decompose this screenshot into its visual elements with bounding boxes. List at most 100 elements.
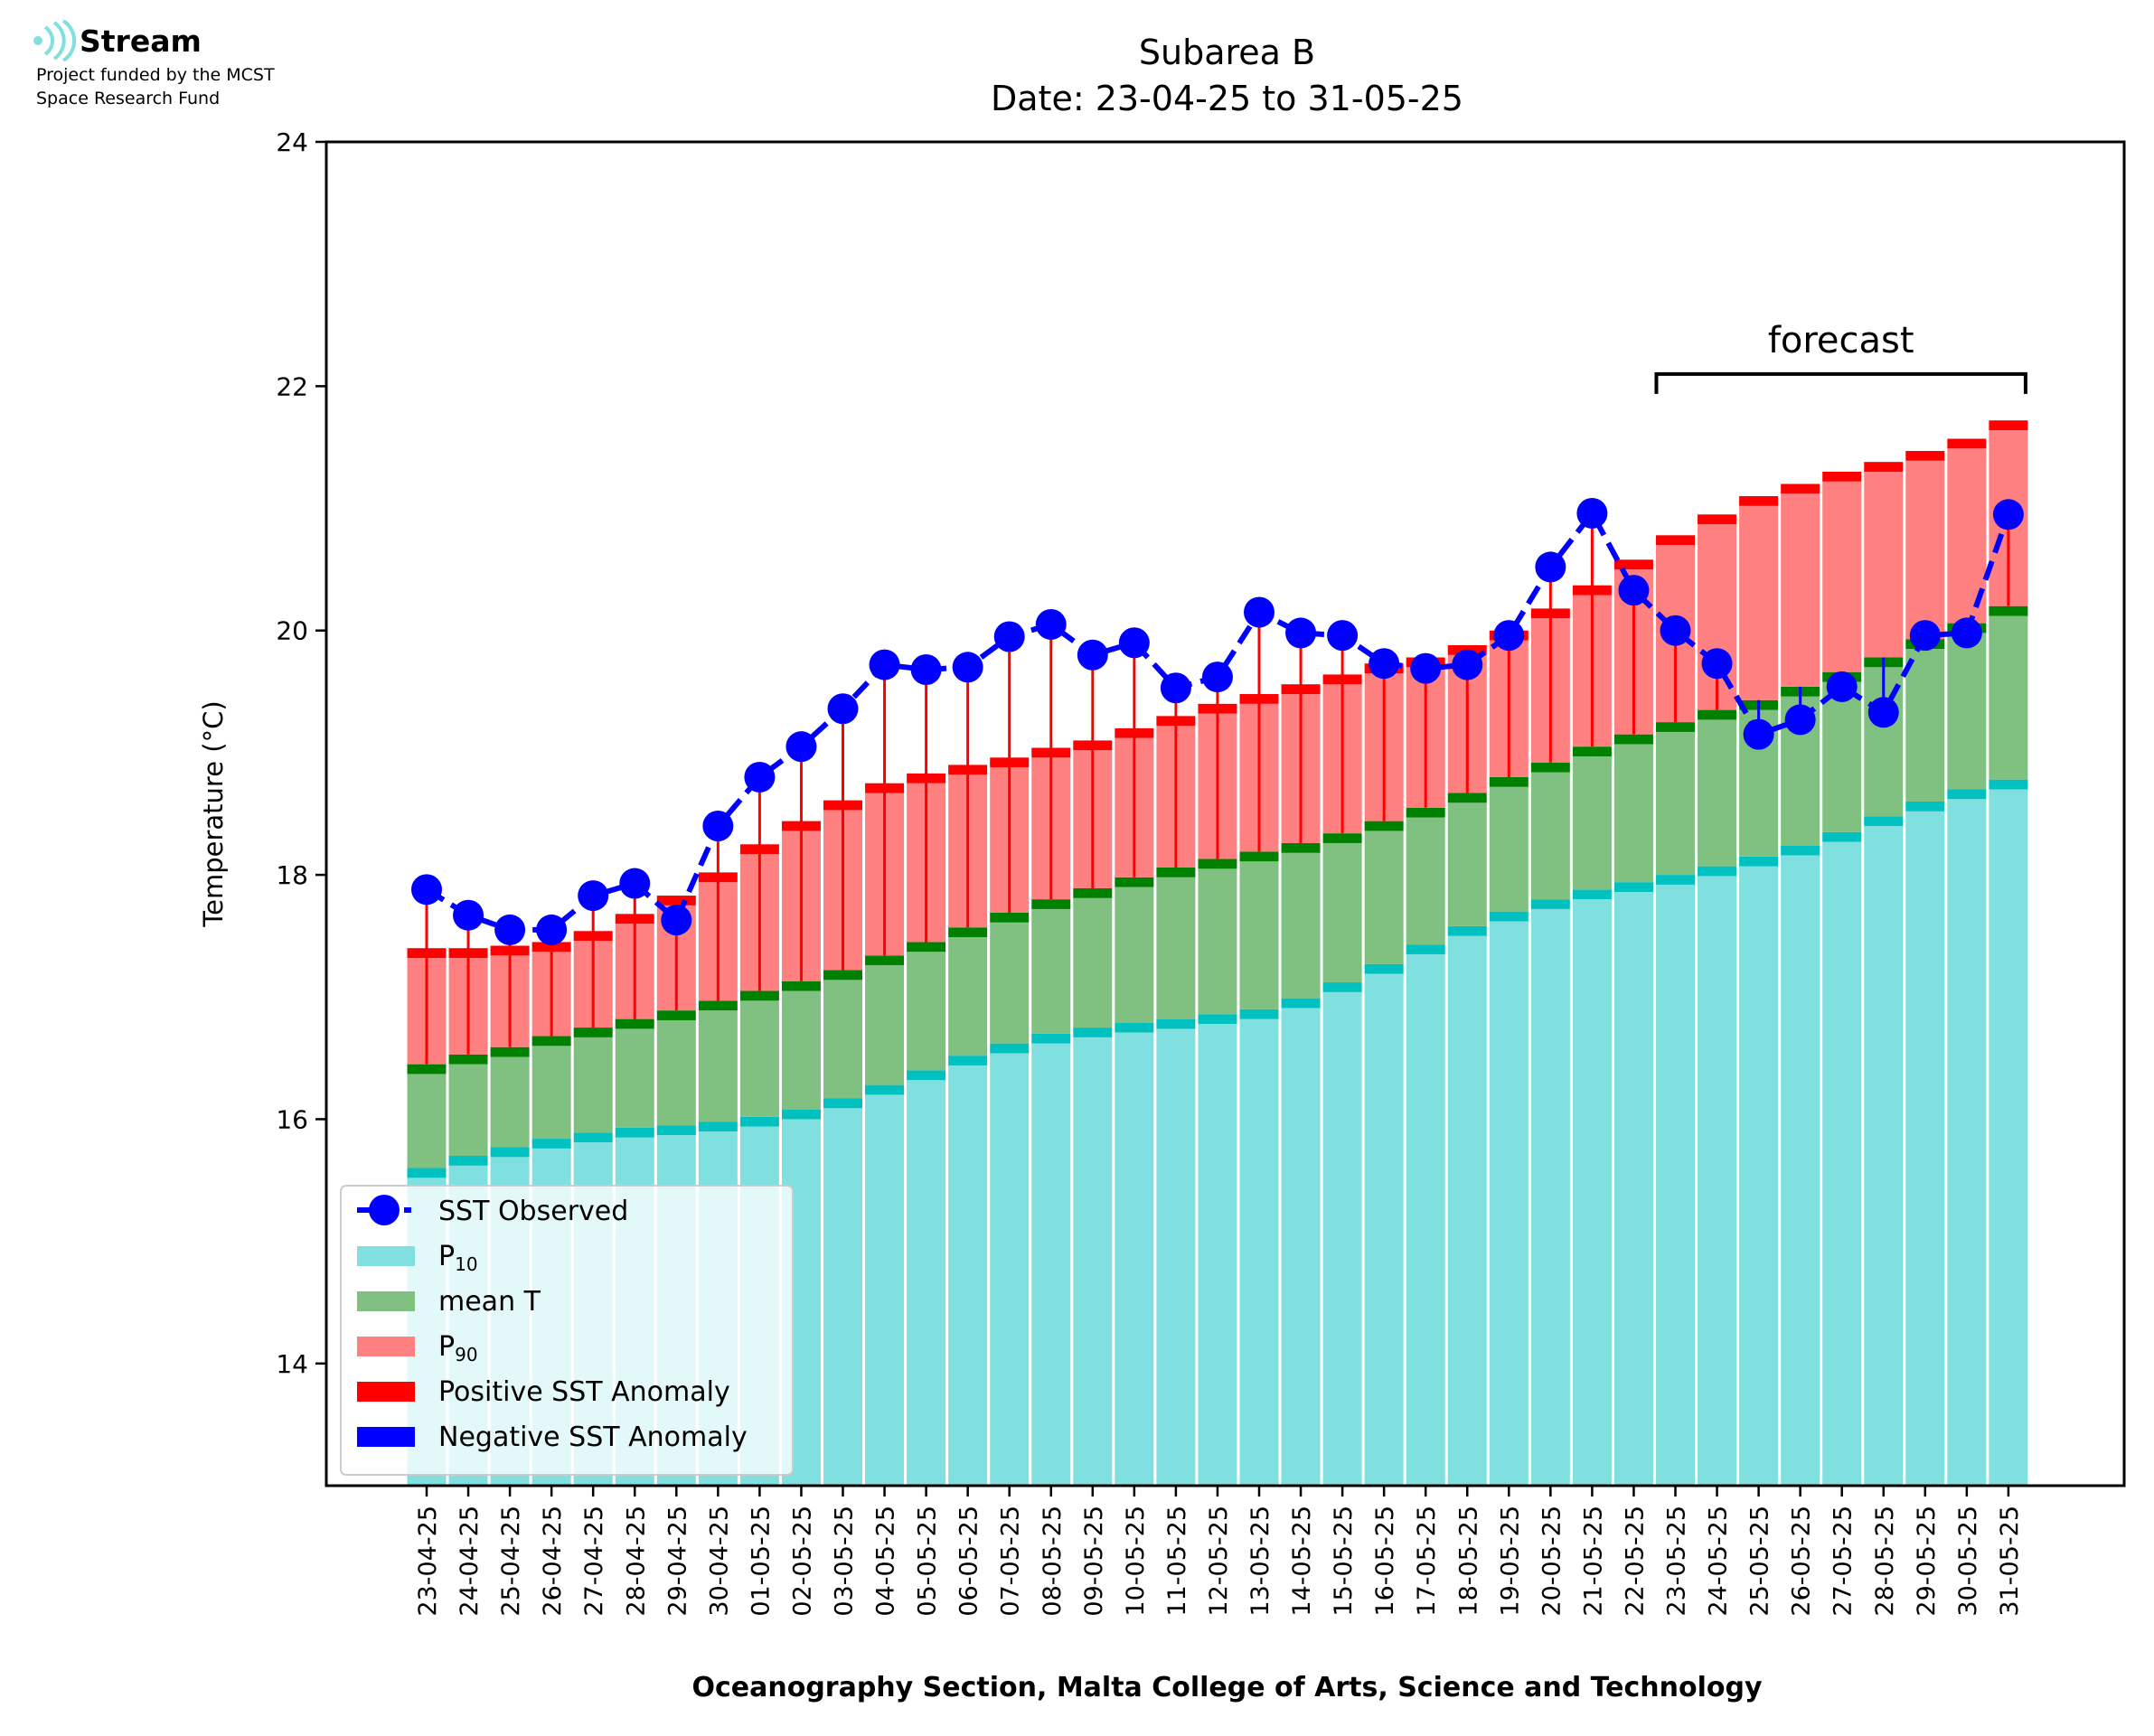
x-tick-label: 30-05-25	[1954, 1506, 1982, 1617]
p10-bar	[1281, 1008, 1321, 1486]
sst-observed-point	[1992, 499, 2024, 530]
mean-cap	[490, 1046, 530, 1057]
logo-funding-line-1: Project funded by the MCST	[36, 65, 275, 85]
mean-bar	[1698, 719, 1737, 867]
sst-observed-point	[744, 761, 776, 793]
y-tick-label: 14	[276, 1349, 308, 1379]
y-tick-label: 16	[276, 1104, 308, 1134]
mean-bar	[573, 1037, 613, 1133]
logo-funding-line-2: Space Research Fund	[36, 89, 221, 108]
x-tick-label: 31-05-25	[1996, 1506, 2024, 1617]
mean-bar	[781, 990, 821, 1110]
x-tick-label: 21-05-25	[1579, 1506, 1607, 1617]
legend-swatch	[357, 1427, 415, 1447]
mean-bar	[656, 1019, 696, 1126]
forecast-bracket: forecast	[1654, 320, 2027, 394]
p10-cap	[865, 1084, 905, 1095]
x-tick-label: 16-05-25	[1371, 1506, 1399, 1617]
sst-observed-point	[1201, 662, 1233, 693]
x-axis-label: Oceanography Section, Malta College of A…	[691, 1672, 1763, 1703]
legend-label-subscript: 10	[455, 1253, 477, 1275]
p10-cap	[698, 1121, 738, 1131]
mean-bar	[615, 1028, 654, 1128]
x-tick-label: 24-04-25	[456, 1506, 484, 1617]
x-tick-label: 22-05-25	[1621, 1506, 1649, 1617]
p90-cap	[1947, 438, 1987, 449]
p10-bar	[1864, 826, 1904, 1486]
mean-cap	[1322, 833, 1362, 843]
mean-cap	[407, 1064, 447, 1074]
p90-bar	[1905, 460, 1945, 640]
forecast-bracket-line	[1654, 371, 2027, 394]
forecast-label: forecast	[1768, 320, 1914, 361]
p90-cap	[1698, 514, 1737, 525]
p10-cap	[1656, 875, 1695, 885]
x-tick-label: 30-04-25	[705, 1506, 733, 1617]
sst-observed-point	[1909, 620, 1941, 652]
legend-label: SST Observed	[438, 1196, 628, 1227]
legend-label: Negative SST Anomaly	[438, 1422, 748, 1453]
p10-cap	[1364, 963, 1404, 974]
bar-group	[1281, 684, 1321, 1486]
x-tick-label: 01-05-25	[747, 1506, 775, 1617]
mean-cap	[573, 1028, 613, 1037]
legend-swatch	[357, 1291, 415, 1311]
x-tick-label: 27-05-25	[1829, 1506, 1858, 1617]
p10-bar	[948, 1065, 988, 1486]
mean-cap	[448, 1054, 488, 1065]
p10-bar	[1239, 1018, 1279, 1486]
p10-bar	[1322, 991, 1362, 1486]
p90-cap	[1989, 420, 2028, 431]
mean-cap	[656, 1010, 696, 1020]
p10-cap	[1530, 899, 1570, 909]
sst-observed-point	[661, 905, 692, 936]
mean-cap	[1364, 821, 1404, 831]
sst-observed-point	[827, 693, 859, 725]
x-tick-label: 25-04-25	[497, 1506, 525, 1617]
bar-group	[1905, 451, 1945, 1486]
p10-bar	[1447, 935, 1487, 1486]
p10-cap	[1781, 845, 1820, 856]
x-tick-label: 17-05-25	[1413, 1506, 1441, 1617]
p10-bar	[1698, 876, 1737, 1486]
x-tick-label: 23-05-25	[1663, 1506, 1691, 1617]
mean-bar	[1656, 731, 1695, 876]
x-tick-label: 11-05-25	[1163, 1506, 1191, 1617]
y-tick-label: 20	[276, 616, 308, 646]
p90-bar	[1739, 505, 1779, 700]
x-tick-label: 08-05-25	[1039, 1506, 1067, 1617]
anomaly-layer	[425, 512, 2010, 1065]
mean-bar	[948, 937, 988, 1056]
p10-cap	[656, 1125, 696, 1136]
bar-group	[990, 757, 1030, 1486]
mean-cap	[1572, 746, 1612, 756]
mean-bar	[1406, 817, 1445, 945]
sst-observed-point	[869, 649, 900, 680]
mean-cap	[781, 981, 821, 991]
mean-cap	[948, 927, 988, 938]
x-tick-label: 04-05-25	[872, 1506, 900, 1617]
p10-cap	[407, 1168, 447, 1178]
bar-group	[1239, 694, 1279, 1486]
x-tick-label: 24-05-25	[1705, 1506, 1733, 1617]
sst-observed-point	[1535, 551, 1566, 583]
bar-group	[1698, 514, 1737, 1486]
p10-bar	[1406, 953, 1445, 1486]
p10-cap	[823, 1098, 862, 1109]
p10-bar	[1613, 892, 1653, 1486]
x-tick-label: 13-05-25	[1246, 1506, 1275, 1617]
bar-group	[1406, 657, 1445, 1486]
mean-cap	[1447, 793, 1487, 803]
x-tick-label: 19-05-25	[1496, 1506, 1524, 1617]
sst-observed-point	[952, 652, 983, 683]
sst-observed-point	[1701, 648, 1733, 680]
legend-label: P10	[438, 1241, 478, 1275]
bar-group	[1613, 559, 1653, 1486]
p10-bar	[1198, 1024, 1237, 1486]
bar-group	[1364, 663, 1404, 1486]
bar-group	[1073, 740, 1113, 1486]
mean-cap	[1281, 842, 1321, 853]
sst-observed-point	[1410, 652, 1442, 684]
bar-group	[1822, 471, 1862, 1486]
